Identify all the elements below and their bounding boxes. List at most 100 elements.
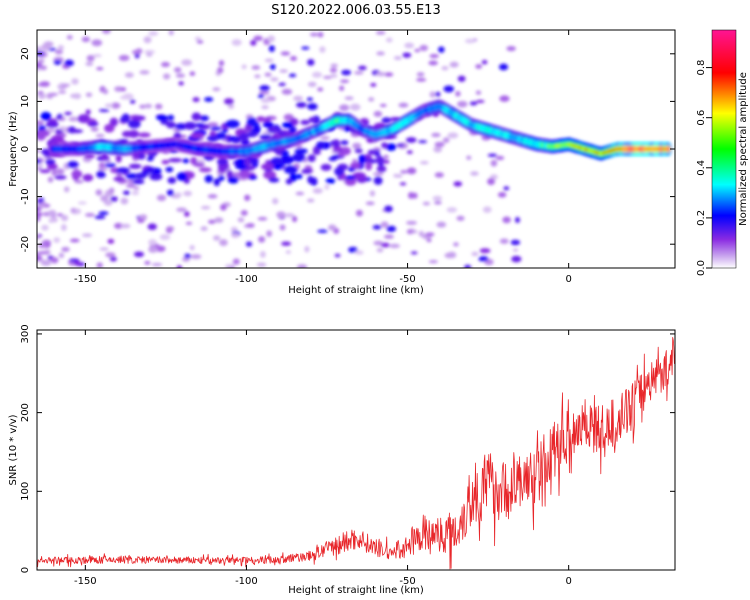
spectrogram-noise-blob (192, 97, 200, 103)
spectrogram-noise-blob (407, 191, 415, 199)
spectrogram-noise-blob (295, 101, 307, 108)
spectrogram-noise-blob (380, 221, 389, 229)
spectrogram-noise-blob (212, 235, 221, 241)
spectrogram-noise-blob (258, 94, 264, 99)
spectrogram-noise-blob (57, 45, 64, 51)
spectrogram-noise-blob (481, 59, 488, 65)
spectrogram-noise-blob (282, 121, 294, 129)
spectrogram-noise-blob (55, 129, 64, 134)
spectrogram-noise-blob (340, 79, 350, 83)
spectrogram-noise-blob (296, 264, 308, 268)
spectrogram-noise-blob (41, 224, 49, 231)
spectrogram-noise-blob (436, 221, 447, 228)
snr-x-tick-label: -50 (399, 576, 415, 587)
spectrogram-noise-blob (334, 167, 345, 176)
spectrogram-noise-blob (214, 217, 224, 223)
spectrogram-noise-blob (232, 258, 240, 265)
spectrogram-noise-blob (131, 190, 139, 196)
spectrogram-noise-blob (109, 256, 117, 262)
spectrogram-noise-blob (231, 39, 242, 46)
spectrogram-noise-blob (373, 176, 383, 185)
spectrogram-noise-blob (37, 120, 45, 125)
spectrogram-noise-blob (416, 77, 427, 82)
spectrogram-noise-blob (151, 263, 163, 267)
spectrogram-panel: -150 -100 -50 0 20 10 0 -10 -20 Height of strai… (8, 29, 676, 296)
spectrogram-noise-blob (376, 165, 387, 173)
spectrogram-noise-blob (479, 248, 491, 254)
spectrogram-noise-blob (124, 72, 134, 78)
spectrogram-noise-blob (376, 51, 385, 56)
spectrogram-noise-blob (339, 85, 345, 91)
spectrogram-noise-blob (368, 97, 375, 102)
spectrogram-noise-blob (69, 129, 84, 134)
spectrogram-noise-blob (133, 251, 145, 258)
spectrogram-noise-blob (90, 127, 99, 132)
spectrogram-noise-blob (316, 141, 326, 150)
spectrogram-noise-blob (127, 119, 141, 129)
spectrogram-noise-blob (45, 158, 56, 165)
spectrogram-noise-blob (307, 103, 318, 111)
spectrogram-noise-blob (296, 173, 303, 180)
spectrogram-ridge (49, 99, 672, 161)
spectrogram-noise-blob (324, 184, 330, 190)
spectrogram-noise-blob (167, 177, 177, 184)
spectrogram-noise-blob (231, 139, 241, 144)
spectrogram-noise-blob (118, 54, 130, 62)
spectrogram-noise-blob (257, 216, 268, 221)
spectrogram-noise-blob (268, 45, 275, 52)
spectrogram-noise-blob (393, 56, 402, 60)
spectrogram-noise-blob (85, 109, 91, 115)
spectrogram-noise-blob (94, 215, 106, 220)
spectrogram-noise-blob (60, 214, 69, 222)
spectrogram-noise-blob (453, 242, 459, 247)
spectrogram-noise-blob (261, 117, 271, 123)
spectrogram-noise-blob (245, 241, 253, 247)
spectrogram-noise-blob (300, 119, 310, 125)
spectrogram-noise-blob (128, 163, 142, 170)
spectrogram-noise-blob (438, 46, 445, 53)
spectrogram-x-tick-label: -50 (399, 274, 415, 285)
spectrogram-noise-blob (226, 169, 234, 179)
spectrogram-noise-blob (249, 157, 259, 165)
spectrogram-noise-blob (374, 153, 381, 157)
spectrogram-noise-blob (189, 71, 196, 76)
spectrogram-noise-blob (246, 131, 258, 138)
spectrogram-noise-blob (110, 196, 118, 202)
spectrogram-noise-blob (56, 213, 63, 217)
spectrogram-noise-blob (434, 172, 444, 178)
spectrogram-noise-blob (184, 211, 190, 217)
spectrogram-noise-blob (442, 137, 450, 143)
spectrogram-noise-blob (258, 236, 266, 243)
snr-x-tick-label: -150 (74, 576, 97, 587)
spectrogram-noise-blob (370, 82, 377, 87)
spectrogram-noise-blob (200, 226, 208, 231)
spectrogram-x-tick-label: -100 (235, 274, 258, 285)
spectrogram-noise-blob (97, 167, 109, 171)
spectrogram-noise-blob (375, 71, 386, 77)
spectrogram-noise-blob (281, 241, 292, 246)
spectrogram-noise-blob (354, 250, 364, 255)
spectrogram-noise-blob (352, 142, 362, 150)
spectrogram-noise-blob (406, 220, 417, 225)
spectrogram-noise-blob (304, 246, 310, 253)
spectrogram-noise-blob (503, 186, 510, 191)
spectrogram-noise-blob (267, 35, 275, 43)
spectrogram-noise-blob (276, 211, 286, 219)
spectrogram-noise-blob (101, 30, 111, 34)
spectrogram-noise-blob (341, 69, 352, 76)
spectrogram-noise-blob (343, 126, 351, 132)
spectrogram-noise-blob (194, 122, 205, 128)
spectrogram-noise-blob (219, 239, 228, 247)
spectrogram-noise-blob (426, 238, 432, 243)
spectrogram-noise-blob (510, 239, 521, 246)
spectrogram-noise-blob (334, 253, 341, 258)
spectrogram-noise-blob (37, 198, 43, 204)
spectrogram-noise-blob (96, 66, 104, 71)
spectrogram-noise-blob (419, 44, 429, 52)
spectrogram-noise-blob (352, 172, 367, 180)
spectrogram-noise-blob (61, 246, 70, 252)
spectrogram-noise-blob (381, 142, 388, 149)
spectrogram-noise-blob (406, 150, 413, 154)
spectrogram-noise-blob (497, 192, 507, 198)
spectrogram-noise-blob (98, 108, 110, 113)
